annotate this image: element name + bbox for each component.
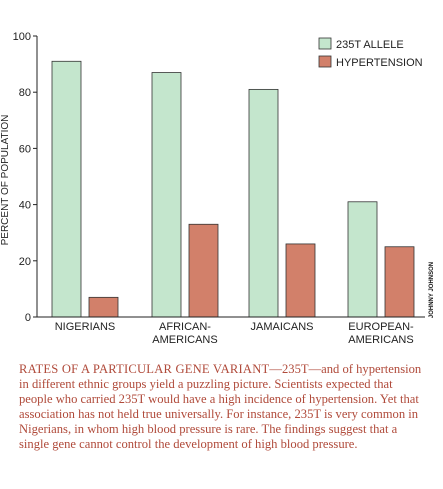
- bar-1-0: [88, 296, 119, 318]
- legend-swatch-1: [318, 55, 332, 68]
- category-label-2-0: JAMAICANS: [251, 321, 314, 333]
- y-tick-label-1: 20: [19, 256, 31, 268]
- category-label-1-1: AMERICANS: [152, 334, 217, 346]
- y-tick-label-2: 40: [19, 200, 31, 212]
- bar-0-3: [347, 201, 378, 318]
- y-tick-label-0: 0: [25, 312, 31, 324]
- bar-1-2: [285, 243, 316, 318]
- y-tick-label-5: 100: [13, 31, 31, 43]
- figure-caption: Rates of a particular gene variant—235T—…: [19, 362, 429, 452]
- legend-label-0: 235T ALLELE: [336, 39, 404, 51]
- y-axis-label: PERCENT OF POPULATION: [0, 115, 11, 246]
- caption-text: —235T—and of hypertension in different e…: [19, 362, 422, 451]
- y-tick-label-4: 80: [19, 87, 31, 99]
- axes-group: [36, 36, 425, 318]
- bar-0-2: [248, 88, 279, 318]
- legend-swatch-0: [318, 37, 332, 50]
- bar-1-3: [384, 246, 415, 318]
- bar-0-1: [151, 72, 182, 318]
- legend-label-1: HYPERTENSION: [336, 57, 423, 69]
- caption-title: Rates of a particular gene variant: [19, 362, 270, 376]
- category-label-0-0: NIGERIANS: [55, 321, 116, 333]
- category-label-3-1: AMERICANS: [348, 334, 413, 346]
- y-ticks-group: 0 20 40 60 80 100: [13, 31, 37, 324]
- category-label-3-0: EUROPEAN-: [348, 321, 414, 333]
- bar-0-0: [51, 60, 82, 318]
- legend: 235T ALLELE HYPERTENSION: [318, 37, 423, 69]
- bar-1-1: [188, 223, 219, 318]
- credit-text: JOHNNY JOHNSON: [429, 262, 435, 318]
- y-tick-label-3: 60: [19, 143, 31, 155]
- category-label-1-0: AFRICAN-: [159, 321, 211, 333]
- bars-group: [51, 60, 415, 318]
